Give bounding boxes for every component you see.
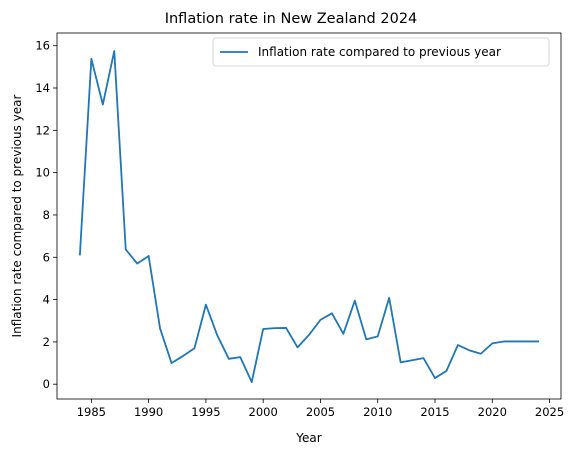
chart-title: Inflation rate in New Zealand 2024 xyxy=(165,11,418,27)
x-tick-label: 2010 xyxy=(363,405,392,419)
x-axis-label: Year xyxy=(295,431,321,445)
y-tick-label: 6 xyxy=(43,250,50,264)
x-tick-label: 2015 xyxy=(420,405,449,419)
y-tick-label: 2 xyxy=(43,335,50,349)
series-line xyxy=(78,50,539,383)
y-axis-ticks: 0 2 4 6 8 10 12 14 16 xyxy=(35,39,57,391)
y-tick-label: 10 xyxy=(35,166,50,180)
x-axis-ticks: 1985 1990 1995 2000 2005 2010 2015 2020 2025 xyxy=(77,399,564,419)
x-tick-label: 1990 xyxy=(134,405,163,419)
x-tick-label: 1995 xyxy=(191,405,220,419)
plot-frame xyxy=(56,32,562,400)
x-tick-label: 1985 xyxy=(77,405,106,419)
y-axis-label: Inflation rate compared to previous year xyxy=(10,94,24,337)
x-tick-label: 2025 xyxy=(535,405,564,419)
y-tick-label: 0 xyxy=(43,377,50,391)
y-tick-label: 4 xyxy=(43,293,50,307)
x-tick-label: 2005 xyxy=(306,405,335,419)
y-tick-label: 16 xyxy=(35,39,50,53)
y-tick-label: 8 xyxy=(43,208,50,222)
x-tick-label: 2020 xyxy=(478,405,507,419)
y-tick-label: 14 xyxy=(35,81,50,95)
y-tick-label: 12 xyxy=(35,123,50,137)
legend-label: Inflation rate compared to previous year xyxy=(258,45,501,59)
legend-box xyxy=(212,37,550,67)
legend: Inflation rate compared to previous year xyxy=(212,37,550,67)
x-tick-label: 2000 xyxy=(249,405,278,419)
series-layer xyxy=(78,50,539,383)
